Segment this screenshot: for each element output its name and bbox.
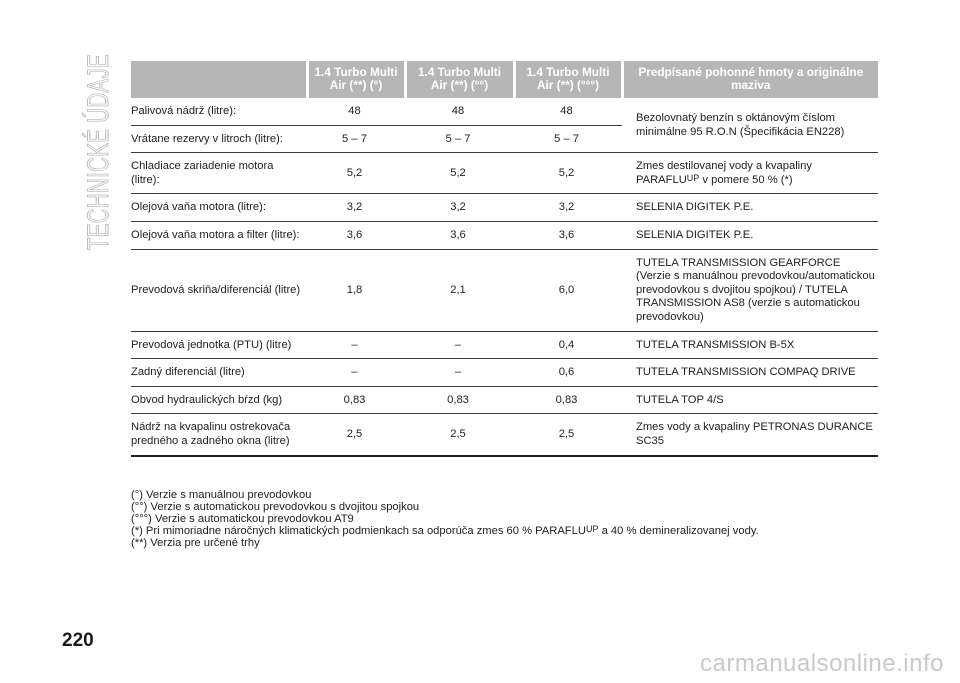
row-value: – <box>307 331 405 360</box>
row-value: 1,8 <box>307 249 405 332</box>
row-value: 48 <box>307 98 405 126</box>
row-spec: TUTELA TRANSMISSION B-5X <box>622 331 878 360</box>
row-spec: SELENIA DIGITEK P.E. <box>622 193 878 222</box>
row-value: 0,83 <box>405 386 514 415</box>
row-value: 3,2 <box>514 193 622 222</box>
row-value: 3,2 <box>405 193 514 222</box>
section-title: TECHNICKÉ ÚDAJE <box>62 50 116 251</box>
row-label: Nádrž na kvapalinu ostrekovača predného … <box>131 413 307 457</box>
row-value: – <box>405 331 514 360</box>
footnotes: (°) Verzie s manuálnou prevodovkou (°°) … <box>131 489 891 549</box>
footnote: (**) Verzia pre určené trhy <box>131 537 260 549</box>
table-row: Palivová nádrž (litre): 48 48 48 Bezolov… <box>131 98 878 154</box>
table-row: Olejová vaňa motora a filter (litre): 3,… <box>131 221 878 250</box>
row-value: 5,2 <box>405 152 514 195</box>
row-value: 5 – 7 <box>307 125 405 154</box>
row-spec: Zmes vody a kvapaliny PETRONAS DURANCE S… <box>622 413 878 457</box>
row-value: 2,5 <box>514 413 622 457</box>
footnote-text: (*) Pri mimoriadne náročných klimatickýc… <box>131 525 586 537</box>
row-spec: SELENIA DIGITEK P.E. <box>622 221 878 250</box>
table-row: Chladiace zariadenie motora (litre): 5,2… <box>131 152 878 195</box>
row-value: 0,4 <box>514 331 622 360</box>
header-col1: 1.4 Turbo Multi Air (**) (°) <box>305 61 405 98</box>
row-spec: TUTELA TRANSMISSION GEARFORCE (Verzie s … <box>622 249 878 332</box>
table-row: Zadný diferenciál (litre) – – 0,6 TUTELA… <box>131 358 878 387</box>
footnote: (°) Verzie s manuálnou prevodovkou <box>131 489 312 501</box>
row-value: 6,0 <box>514 249 622 332</box>
footnote-superscript: UP <box>585 524 599 534</box>
spec-superscript: UP <box>686 172 700 183</box>
section-title-text: TECHNICKÉ ÚDAJE <box>82 54 114 250</box>
header-col2: 1.4 Turbo Multi Air (**) (°°) <box>403 61 514 98</box>
row-label: Obvod hydraulických bŕzd (kg) <box>131 386 307 415</box>
footnote-text-suffix: a 40 % demineralizovanej vody. <box>601 525 759 537</box>
row-value: 0,83 <box>307 386 405 415</box>
row-label: Chladiace zariadenie motora (litre): <box>131 152 307 195</box>
row-value: 5,2 <box>307 152 405 195</box>
row-value: 3,6 <box>307 221 405 250</box>
header-col4: Predpísané pohonné hmoty a originálne ma… <box>620 61 878 98</box>
row-label: Olejová vaňa motora (litre): <box>131 193 307 222</box>
row-value: 3,6 <box>405 221 514 250</box>
row-value: 2,5 <box>307 413 405 457</box>
table-header-row: 1.4 Turbo Multi Air (**) (°) 1.4 Turbo M… <box>131 61 878 98</box>
watermark: carmanualsonline.info <box>700 650 944 677</box>
footnote: (*) Pri mimoriadne náročných klimatickýc… <box>131 524 891 537</box>
row-value: 3,2 <box>307 193 405 222</box>
table-row: Prevodová jednotka (PTU) (litre) – – 0,4… <box>131 331 878 360</box>
row-value: 48 <box>405 98 514 126</box>
row-value: 3,6 <box>514 221 622 250</box>
spec-text: Zmes destilovanej vody a kvapaliny PARAF… <box>636 160 812 186</box>
row-label: Prevodová jednotka (PTU) (litre) <box>131 331 307 360</box>
header-col3: 1.4 Turbo Multi Air (**) (°°°) <box>512 61 622 98</box>
row-value: – <box>307 358 405 387</box>
row-spec: TUTELA TRANSMISSION COMPAQ DRIVE <box>622 358 878 387</box>
row-label: Zadný diferenciál (litre) <box>131 358 307 387</box>
row-value: 0,83 <box>514 386 622 415</box>
table-row: Obvod hydraulických bŕzd (kg) 0,83 0,83 … <box>131 386 878 415</box>
row-label: Vrátane rezervy v litroch (litre): <box>131 125 307 154</box>
row-spec: TUTELA TOP 4/S <box>622 386 878 415</box>
spec-text-suffix: v pomere 50 % (*) <box>699 173 793 186</box>
row-label: Olejová vaňa motora a filter (litre): <box>131 221 307 250</box>
footnote: (°°°) Verzie s automatickou prevodovkou … <box>131 513 354 525</box>
row-label: Prevodová skriňa/diferenciál (litre) <box>131 249 307 332</box>
row-value: 5 – 7 <box>405 125 514 154</box>
page-number: 220 <box>62 630 94 651</box>
row-value: 5,2 <box>514 152 622 195</box>
technical-data-table: 1.4 Turbo Multi Air (**) (°) 1.4 Turbo M… <box>131 61 878 457</box>
row-spec: Zmes destilovanej vody a kvapaliny PARAF… <box>622 152 878 195</box>
row-value: 0,6 <box>514 358 622 387</box>
header-corner <box>131 61 307 98</box>
row-value: – <box>405 358 514 387</box>
table-row: Prevodová skriňa/diferenciál (litre) 1,8… <box>131 249 878 332</box>
row-value: 2,5 <box>405 413 514 457</box>
table-row: Olejová vaňa motora (litre): 3,2 3,2 3,2… <box>131 193 878 222</box>
row-value: 5 – 7 <box>514 125 622 154</box>
footnote: (°°) Verzie s automatickou prevodovkou s… <box>131 501 420 513</box>
fuel-spec: Bezolovnatý benzín s oktánovým číslom mi… <box>622 98 878 154</box>
table-row: Vrátane rezervy v litroch (litre): 5 – 7… <box>131 125 878 154</box>
table-row: Nádrž na kvapalinu ostrekovača predného … <box>131 413 878 457</box>
row-value: 2,1 <box>405 249 514 332</box>
row-label: Palivová nádrž (litre): <box>131 98 307 126</box>
row-value: 48 <box>514 98 622 126</box>
